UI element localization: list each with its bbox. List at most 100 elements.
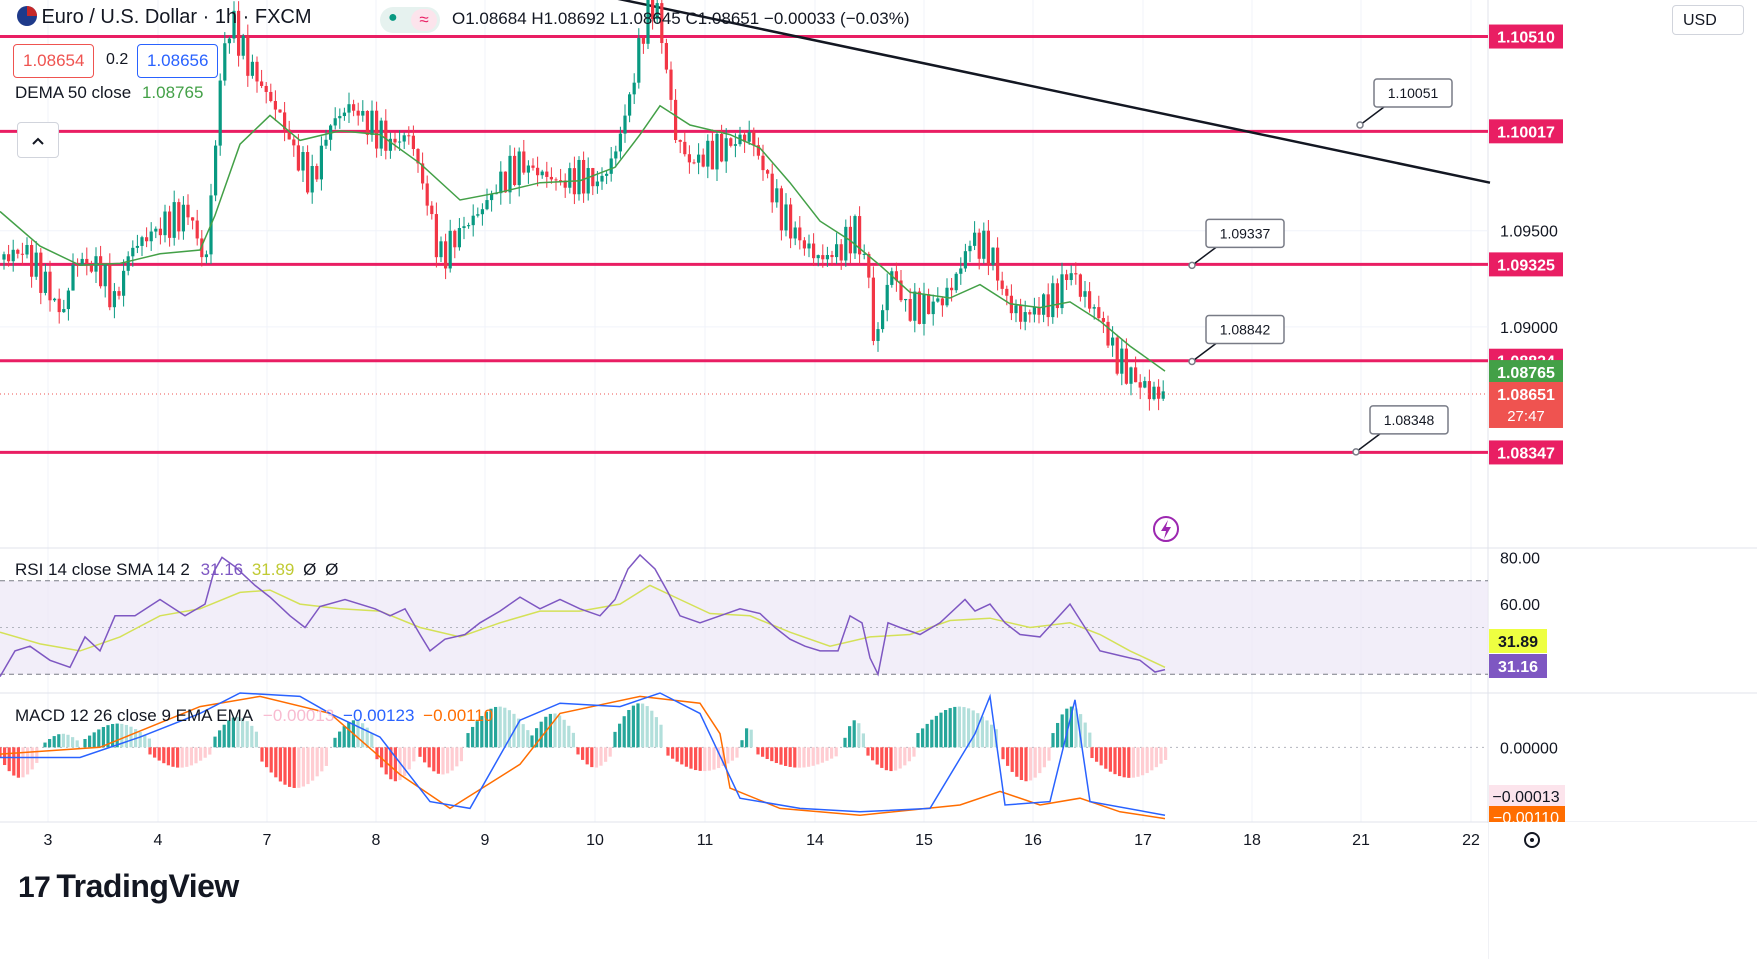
- candle-body[interactable]: [214, 145, 218, 196]
- candle-body[interactable]: [499, 171, 503, 194]
- candle-body[interactable]: [1000, 280, 1004, 289]
- dema-legend[interactable]: DEMA 50 close 1.08765: [15, 83, 203, 103]
- candle-body[interactable]: [278, 109, 282, 113]
- candle-body[interactable]: [517, 151, 521, 186]
- candle-body[interactable]: [310, 166, 314, 193]
- candle-body[interactable]: [1157, 386, 1161, 399]
- sell-button[interactable]: 1.08654: [13, 44, 95, 78]
- trendline[interactable]: [350, 0, 1491, 184]
- candle-body[interactable]: [660, 3, 664, 44]
- candle-body[interactable]: [1069, 273, 1073, 280]
- candle-body[interactable]: [444, 241, 448, 269]
- candle-body[interactable]: [57, 298, 61, 313]
- candle-body[interactable]: [595, 181, 599, 187]
- candle-body[interactable]: [655, 3, 659, 20]
- candle-body[interactable]: [439, 241, 443, 258]
- candle-body[interactable]: [1152, 386, 1156, 400]
- candle-body[interactable]: [260, 81, 264, 86]
- candle-body[interactable]: [163, 211, 167, 236]
- callout-box[interactable]: [1373, 78, 1453, 108]
- candle-body[interactable]: [301, 152, 305, 171]
- candle-body[interactable]: [618, 133, 622, 152]
- candle-body[interactable]: [830, 255, 834, 258]
- rsi-legend[interactable]: RSI 14 close SMA 14 2 31.16 31.89 Ø Ø: [15, 560, 338, 580]
- candle-body[interactable]: [227, 38, 231, 44]
- candle-body[interactable]: [430, 205, 434, 215]
- candle-body[interactable]: [296, 145, 300, 171]
- rsi-line[interactable]: [0, 553, 1166, 677]
- candle-body[interactable]: [338, 116, 342, 119]
- candle-body[interactable]: [1055, 283, 1059, 309]
- candle-body[interactable]: [664, 43, 668, 70]
- candle-body[interactable]: [361, 110, 365, 116]
- candle-body[interactable]: [1129, 367, 1133, 384]
- candle-body[interactable]: [7, 254, 11, 262]
- macd-signal-line[interactable]: [0, 695, 1166, 820]
- candle-body[interactable]: [140, 237, 144, 246]
- candle-body[interactable]: [945, 287, 949, 306]
- candle-body[interactable]: [255, 61, 259, 82]
- candle-body[interactable]: [16, 249, 20, 254]
- candle-body[interactable]: [398, 141, 402, 143]
- callout-anchor[interactable]: [1352, 448, 1360, 456]
- candle-body[interactable]: [894, 271, 898, 281]
- macd-line[interactable]: [0, 692, 1166, 816]
- candle-body[interactable]: [844, 226, 848, 261]
- candle-body[interactable]: [172, 202, 176, 238]
- candle-body[interactable]: [724, 138, 728, 162]
- candle-body[interactable]: [1161, 391, 1165, 399]
- rsi-sma-line[interactable]: [0, 584, 1166, 668]
- candle-body[interactable]: [490, 194, 494, 201]
- candle-body[interactable]: [692, 162, 696, 164]
- candle-body[interactable]: [632, 82, 636, 95]
- candle-body[interactable]: [393, 138, 397, 143]
- candle-body[interactable]: [825, 255, 829, 260]
- candle-body[interactable]: [223, 43, 227, 81]
- candle-body[interactable]: [186, 204, 190, 218]
- candle-body[interactable]: [706, 140, 710, 167]
- candle-body[interactable]: [674, 99, 678, 141]
- candle-body[interactable]: [1023, 312, 1027, 322]
- candle-body[interactable]: [609, 158, 613, 174]
- candle-body[interactable]: [53, 298, 57, 301]
- candle-body[interactable]: [623, 115, 627, 134]
- candle-body[interactable]: [25, 244, 29, 255]
- candle-body[interactable]: [181, 204, 185, 232]
- candle-body[interactable]: [2, 254, 6, 260]
- candle-body[interactable]: [149, 231, 153, 242]
- candle-body[interactable]: [802, 240, 806, 249]
- candle-body[interactable]: [651, 0, 655, 20]
- candle-body[interactable]: [1097, 307, 1101, 319]
- candle-body[interactable]: [867, 253, 871, 278]
- candle-body[interactable]: [536, 167, 540, 176]
- candle-body[interactable]: [43, 271, 47, 293]
- candle-body[interactable]: [287, 129, 291, 140]
- candle-body[interactable]: [503, 171, 507, 193]
- candle-body[interactable]: [563, 180, 567, 188]
- candle-body[interactable]: [1005, 288, 1009, 296]
- candle-body[interactable]: [1134, 367, 1138, 383]
- candle-body[interactable]: [784, 204, 788, 231]
- candle-body[interactable]: [591, 168, 595, 187]
- candle-body[interactable]: [1060, 274, 1064, 309]
- candle-body[interactable]: [963, 251, 967, 269]
- candle-body[interactable]: [1147, 381, 1151, 400]
- candle-body[interactable]: [885, 284, 889, 311]
- candle-body[interactable]: [936, 298, 940, 302]
- candle-body[interactable]: [968, 245, 972, 252]
- candle-body[interactable]: [526, 165, 530, 173]
- candle-body[interactable]: [729, 138, 733, 146]
- candle-body[interactable]: [402, 135, 406, 142]
- candle-body[interactable]: [839, 244, 843, 261]
- candle-body[interactable]: [545, 171, 549, 177]
- candle-body[interactable]: [66, 290, 70, 310]
- candle-body[interactable]: [342, 112, 346, 117]
- candle-body[interactable]: [108, 264, 112, 308]
- candle-body[interactable]: [411, 135, 415, 150]
- candle-body[interactable]: [145, 237, 149, 242]
- candle-body[interactable]: [1111, 337, 1115, 346]
- candle-body[interactable]: [549, 176, 553, 180]
- candle-body[interactable]: [761, 155, 765, 171]
- candle-body[interactable]: [356, 110, 360, 116]
